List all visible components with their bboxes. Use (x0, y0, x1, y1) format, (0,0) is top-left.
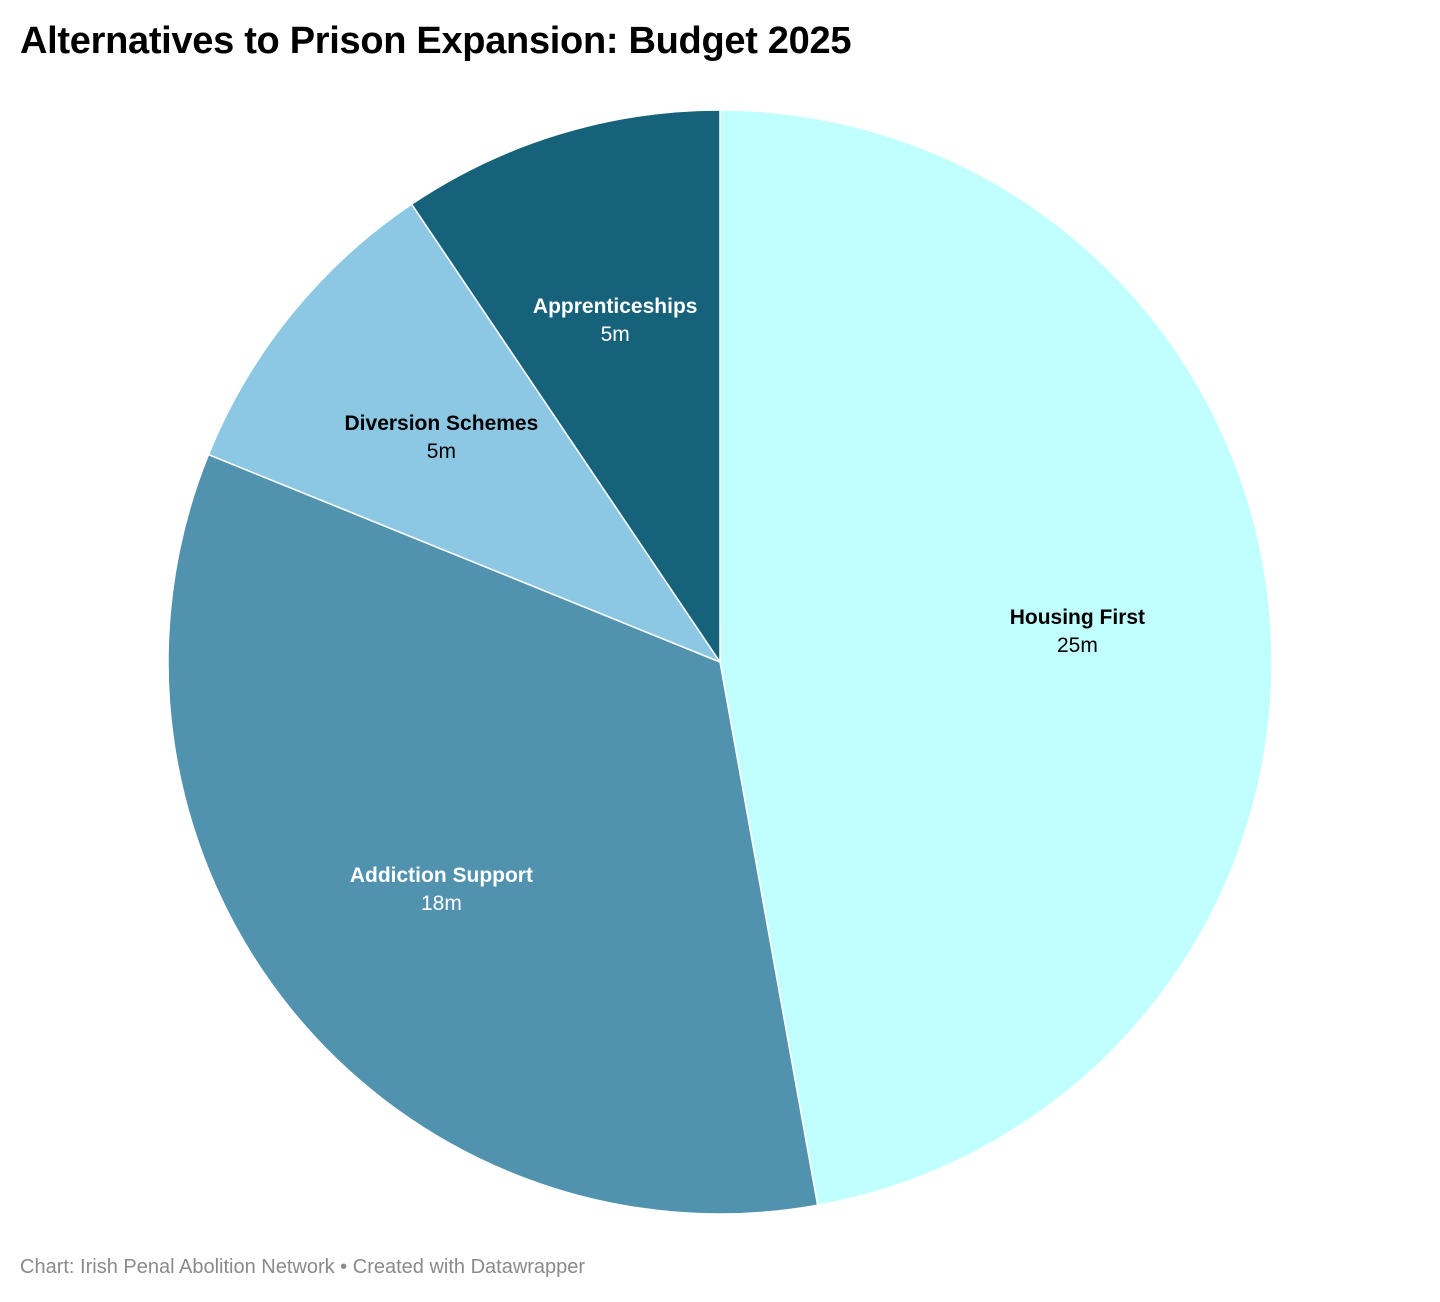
footer-separator: • (340, 1256, 348, 1278)
pie-slice-addiction-support[interactable] (167, 453, 819, 1215)
slice-value-label: 5m (601, 323, 630, 346)
pie-slice-diversion-schemes[interactable] (207, 203, 721, 663)
chart-title: Alternatives to Prison Expansion: Budget… (20, 20, 852, 62)
slice-value-label: 5m (427, 440, 456, 463)
pie-slices (167, 109, 1273, 1215)
slice-value-label: 18m (421, 892, 462, 915)
slice-name-label: Addiction Support (350, 864, 533, 887)
slice-label-addiction-support: Addiction Support 18m (350, 864, 533, 915)
chart-footer: Chart: Irish Penal Abolition Network • C… (20, 1256, 585, 1279)
credit-link[interactable]: Created with Datawrapper (352, 1256, 586, 1278)
slice-label-diversion-schemes: Diversion Schemes 5m (345, 412, 539, 463)
source-link[interactable]: Irish Penal Abolition Network (80, 1256, 335, 1278)
slice-value-label: 25m (1057, 634, 1098, 657)
pie-slice-housing-first[interactable] (719, 109, 1273, 1207)
source-prefix: Chart: (20, 1256, 75, 1278)
slice-label-housing-first: Housing First 25m (1010, 606, 1145, 657)
pie-slice-apprenticeships[interactable] (410, 109, 721, 663)
slice-name-label: Housing First (1010, 606, 1145, 629)
pie-labels: Housing First 25m Addiction Support 18m Dive… (345, 295, 1146, 915)
slice-label-apprenticeships: Apprenticeships 5m (533, 295, 698, 346)
slice-name-label: Apprenticeships (533, 295, 698, 318)
slice-name-label: Diversion Schemes (345, 412, 539, 435)
